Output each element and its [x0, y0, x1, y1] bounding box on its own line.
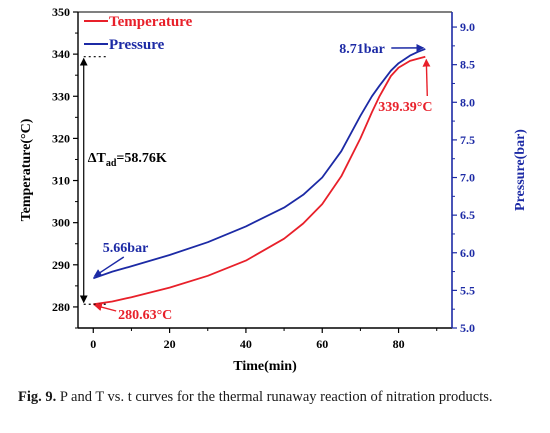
y-left-tick-label: 280 [52, 300, 70, 314]
y-left-tick-label: 290 [52, 258, 70, 272]
series-lines [93, 48, 426, 306]
x-tick-label: 60 [316, 337, 328, 351]
t-start-arrow [93, 303, 117, 312]
legend: Temperature Pressure [84, 14, 193, 53]
x-tick-label: 20 [164, 337, 176, 351]
t-end-arrow [422, 58, 431, 97]
y-left-tick-label: 350 [52, 5, 70, 19]
x-axis-title: Time(min) [233, 359, 297, 374]
y-left-tick-label: 330 [52, 89, 70, 103]
legend-label-pressure: Pressure [109, 37, 165, 53]
series-line-temperature [93, 55, 426, 306]
caption-text: P and T vs. t curves for the thermal run… [56, 389, 493, 405]
y-right-axis-title: Pressure(bar) [513, 129, 528, 211]
y-right-tick-label: 9.0 [460, 20, 475, 34]
axes: 0 20 40 60 80 280 290 300 310 320 330 340 350 5.0 5.5 6… [19, 5, 528, 374]
series-line-pressure [93, 48, 426, 280]
figure-caption: Fig. 9. P and T vs. t curves for the the… [18, 388, 534, 407]
caption-fig-label: Fig. 9. [18, 389, 57, 405]
y-right-tick-label: 7.0 [460, 171, 475, 185]
y-right-tick-label: 6.0 [460, 246, 475, 260]
y-left-tick-label: 320 [52, 131, 70, 145]
x-tick-label: 80 [393, 337, 405, 351]
x-tick-label: 40 [240, 337, 252, 351]
p-end-label: 8.71bar [339, 42, 385, 57]
t-start-label: 280.63°C [118, 308, 172, 323]
y-right-tick-label: 7.5 [460, 133, 475, 147]
y-left-tick-label: 300 [52, 216, 70, 230]
t-end-label: 339.39°C [378, 100, 432, 115]
p-start-arrow [93, 256, 125, 277]
line-chart: 0 20 40 60 80 280 290 300 310 320 330 340 350 5.0 5.5 6… [19, 5, 528, 374]
y-right-tick-label: 6.5 [460, 208, 475, 222]
y-left-tick-label: 340 [52, 47, 70, 61]
y-left-tick-label: 310 [52, 174, 70, 188]
y-left-axis-title: Temperature(°C) [19, 118, 34, 221]
annotations: ΔTad=58.76K 8.71bar 339.39°C 5.66bar 280.63°… [79, 42, 433, 323]
x-tick-label: 0 [90, 337, 96, 351]
delta-t-label: ΔTad=58.76K [88, 151, 167, 169]
legend-label-temperature: Temperature [109, 14, 193, 30]
y-right-tick-label: 5.5 [460, 283, 475, 297]
y-right-tick-label: 8.5 [460, 58, 475, 72]
y-right-tick-label: 5.0 [460, 321, 475, 335]
p-start-label: 5.66bar [103, 241, 149, 256]
y-right-tick-label: 8.0 [460, 95, 475, 109]
